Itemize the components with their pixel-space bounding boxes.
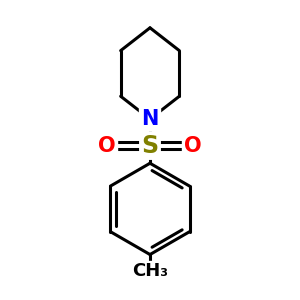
Text: S: S [141,134,159,158]
Text: O: O [184,136,202,156]
Text: CH₃: CH₃ [132,262,168,280]
Text: N: N [141,109,159,129]
Text: O: O [98,136,116,156]
